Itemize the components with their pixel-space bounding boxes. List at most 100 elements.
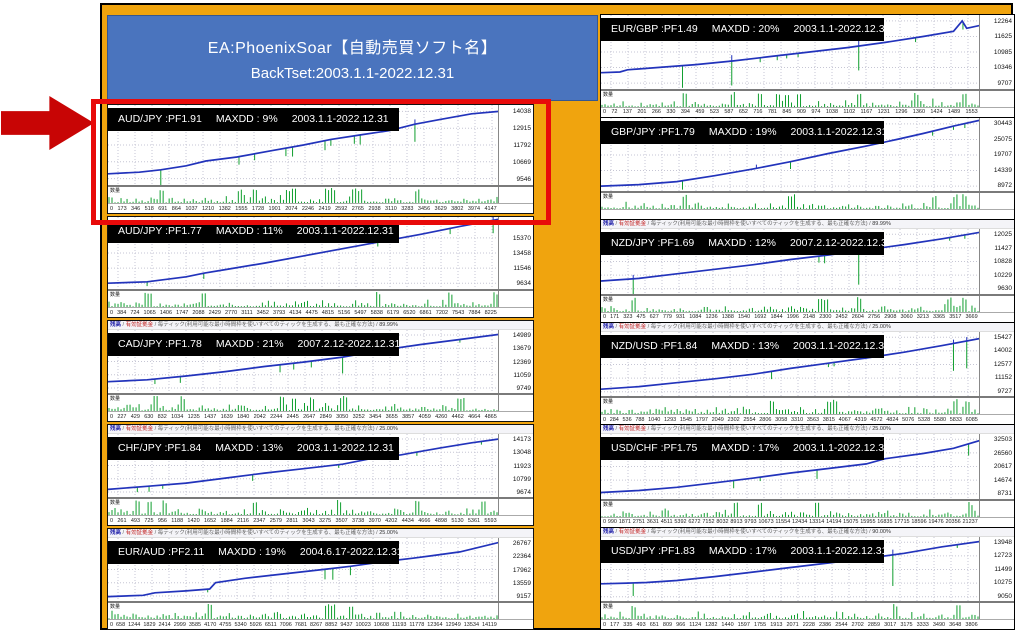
y-tick-label: 10669: [512, 158, 531, 166]
x-tick-label: 5361: [467, 517, 481, 524]
x-tick-label: 8852: [325, 621, 338, 628]
x-tick-label: 2604: [851, 314, 864, 320]
x-tick-label: 4434: [401, 517, 414, 524]
volume-axis-pad: [498, 603, 533, 619]
chart-period: 2007.2.12-2022.12.31: [789, 237, 884, 249]
y-axis: 12264 11625 10985 10346 9707: [979, 15, 1014, 89]
y-tick-label: 15427: [993, 333, 1012, 341]
equity-chart-area: AUD/JPY :PF1.91 MAXDD : 9% 2003.1.1-2022.1…: [108, 105, 533, 185]
y-tick-label: 13948: [993, 538, 1012, 546]
x-tick-label: 11193: [391, 621, 407, 628]
strip-quality-value: 89.99%: [872, 221, 891, 227]
volume-bars-svg: [108, 396, 498, 411]
x-tick-label: 3517: [949, 314, 962, 320]
strip-equity-label: 有効証拠金: [618, 323, 647, 330]
equity-svg: [601, 434, 980, 499]
y-tick-label: 10828: [993, 258, 1012, 266]
y-tick-label: 13458: [512, 250, 531, 257]
x-tick-label: 5593: [484, 517, 497, 524]
x-tick-label: 2300: [819, 314, 832, 320]
x-tick-label: 1388: [721, 314, 734, 320]
x-tick-label: 3857: [402, 413, 415, 420]
x-tick-label: 4202: [385, 517, 398, 524]
x-tick-label: 1996: [786, 314, 799, 320]
chart-maxdd: MAXDD : 9%: [215, 113, 278, 125]
x-tick-label: 3629: [434, 205, 447, 212]
y-tick-label: 12369: [512, 358, 531, 366]
strip-quality-value: 90.00%: [872, 528, 891, 535]
y-tick-label: 14002: [993, 347, 1012, 355]
x-tick-label: 16835: [877, 519, 893, 525]
x-tick-label: 2579: [269, 517, 282, 524]
strip-quality-value: 25.00%: [872, 323, 891, 330]
x-tick-label: 2544: [835, 621, 848, 628]
equity-curve: [601, 231, 980, 282]
volume-pane-label: 数量: [603, 194, 614, 200]
x-tick-label: 1360: [912, 109, 926, 115]
header-subtitle: BackTset:2003.1.1-2022.12.31: [250, 65, 455, 82]
x-tick-label: 658: [116, 621, 126, 628]
y-tick-label: 22364: [512, 553, 531, 561]
x-tick-label: 724: [130, 309, 140, 316]
y-tick-label: 12723: [993, 552, 1012, 560]
y-tick-label: 11546: [513, 265, 531, 273]
volume-bars-svg: [601, 194, 979, 209]
chart-pair-pf: AUD/JPY :PF1.77: [118, 225, 202, 237]
x-tick-label: 864: [171, 205, 181, 212]
x-tick-label: 5156: [338, 309, 351, 316]
strip-method-text: 毎ティック(利用可能な最小時間枠を使いすべてのティックを生成する、最も正確な方法…: [157, 322, 375, 328]
x-tick-label: 1065: [143, 309, 156, 316]
y-tick-label: 12264: [993, 17, 1012, 25]
volume-pane-label: 数量: [110, 500, 121, 506]
volume-pane: 数量: [601, 601, 1014, 619]
volume-axis-pad: [979, 398, 1014, 414]
strip-quality-value: 25.00%: [379, 426, 398, 432]
y-axis: 13948 12723 11499 10275 9050: [979, 536, 1014, 601]
x-axis: 0 173 346 518 691 864 1037 1210 1382 1555 1728 1901…: [108, 203, 533, 213]
y-axis: 12025 11427 10828 10229 9630: [979, 229, 1014, 294]
x-tick-label: 956: [157, 517, 167, 524]
x-tick-label: 4865: [484, 413, 497, 420]
y-axis: 32503 26560 20617 14674 8731: [979, 434, 1014, 499]
x-tick-label: 0: [603, 519, 607, 525]
x-tick-label: 3970: [368, 517, 381, 524]
x-tick-label: 1124: [689, 621, 702, 628]
x-tick-label: 1844: [770, 314, 783, 320]
volume-axis-pad: [979, 500, 1014, 517]
volume-plot: [108, 499, 499, 515]
y-tick-label: 9157: [516, 592, 531, 600]
volume-axis-pad: [979, 603, 1014, 619]
y-tick-label: 32503: [993, 436, 1012, 444]
chart-title-bar: USD/JPY :PF1.83 MAXDD : 17% 2003.1.1-2022.…: [601, 539, 884, 563]
volume-axis-pad: [498, 395, 533, 411]
chart-title-bar: AUD/JPY :PF1.77 MAXDD : 11% 2003.1.1-2022.…: [108, 220, 399, 243]
x-tick-label: 1597: [737, 621, 750, 628]
chart-maxdd: MAXDD : 21%: [215, 338, 284, 350]
y-tick-label: 12915: [512, 125, 531, 133]
x-tick-label: 2244: [270, 413, 283, 420]
y-axis: 14038 12915 11792 10669 9546: [498, 105, 533, 185]
x-tick-label: 0: [110, 517, 114, 524]
x-tick-label: 1545: [679, 416, 693, 423]
x-tick-label: 4067: [838, 416, 851, 423]
chart-pair-pf: AUD/JPY :PF1.91: [118, 113, 202, 125]
strip-method-text: 毎ティック(利用可能な最小時間枠を使いすべてのティックを生成する、最も正確な方法…: [157, 426, 375, 432]
x-tick-label: 1235: [187, 413, 200, 420]
x-tick-label: 2756: [867, 314, 881, 320]
chart-pair-pf: NZD/JPY :PF1.69: [611, 237, 695, 249]
x-tick-label: 2702: [851, 621, 864, 628]
volume-pane-label: 数量: [603, 399, 614, 405]
y-tick-label: 9050: [997, 592, 1012, 600]
chart-title-bar: CAD/JPY :PF1.78 MAXDD : 21% 2007.2.12-2022…: [108, 333, 399, 356]
x-tick-label: 4824: [886, 416, 899, 423]
x-axis: 0 284 536 788 1040 1293 1545 1797 2049 2302 2554 28…: [601, 414, 1014, 424]
volume-pane: 数量: [601, 396, 1014, 414]
equity-plot: [601, 536, 980, 602]
x-tick-label: 11554: [775, 519, 791, 525]
x-tick-label: 1901: [268, 205, 281, 212]
y-tick-label: 12025: [993, 231, 1012, 239]
x-axis: 0 990 1871 2751 3631 4511 5392 6272 7152 8032 8913…: [601, 516, 1014, 527]
y-tick-label: 13679: [512, 345, 531, 353]
x-tick-label: 3507: [335, 517, 348, 524]
x-tick-label: 7096: [279, 621, 292, 628]
